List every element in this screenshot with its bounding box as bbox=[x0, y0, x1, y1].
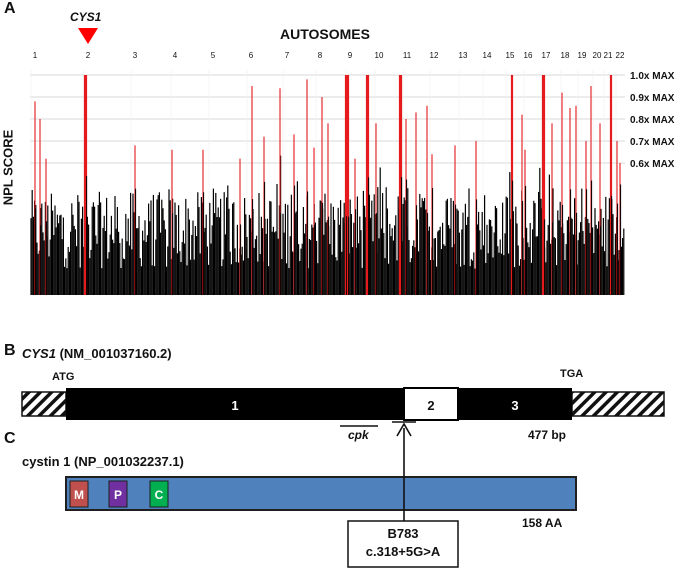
gene-accession: (NM_001037160.2) bbox=[59, 346, 172, 361]
utr-3-prime bbox=[571, 391, 665, 417]
stop-codon: TGA bbox=[560, 368, 584, 380]
arrow-head bbox=[396, 422, 412, 437]
chromosome-tick: 2 bbox=[86, 51, 91, 60]
gene-header: CYS1 (NM_001037160.2) bbox=[22, 346, 172, 361]
transcript-length: 477 bp bbox=[528, 428, 567, 442]
variant-notation: c.318+5G>A bbox=[365, 544, 441, 559]
panel-b-letter: B bbox=[4, 342, 16, 359]
protein-model: M P C bbox=[65, 422, 577, 568]
protein-header: cystin 1 (NP_001032237.1) bbox=[22, 454, 184, 469]
threshold-labels: 1.0x MAX 0.9x MAX 0.8x MAX 0.7x MAX 0.6x MAX bbox=[630, 71, 675, 170]
exon-1-label: 1 bbox=[231, 398, 238, 413]
chromosome-tick: 8 bbox=[318, 51, 323, 60]
chromosome-tick: 7 bbox=[285, 51, 290, 60]
chromosome-tick: 4 bbox=[173, 51, 178, 60]
chromosome-tick: 22 bbox=[616, 51, 625, 60]
threshold-label: 1.0x MAX bbox=[630, 71, 675, 82]
domain-m bbox=[69, 480, 89, 508]
chromosome-tick: 21 bbox=[604, 51, 613, 60]
chromosome-tick: 11 bbox=[403, 51, 412, 60]
chromosome-tick: 12 bbox=[430, 51, 439, 60]
chromosome-tick: 9 bbox=[348, 51, 353, 60]
exon-1 bbox=[66, 388, 404, 420]
chromosome-tick: 18 bbox=[561, 51, 570, 60]
cpk-label: cpk bbox=[348, 428, 369, 442]
panel-c-letter: C bbox=[4, 430, 16, 447]
exon-2 bbox=[403, 387, 459, 421]
variant-box bbox=[347, 520, 459, 568]
chromosome-tick: 13 bbox=[459, 51, 468, 60]
chromosome-tick: 5 bbox=[211, 51, 216, 60]
chromosome-tick: 3 bbox=[133, 51, 138, 60]
panel-a-letter: A bbox=[4, 0, 16, 17]
chromosome-tick: 19 bbox=[578, 51, 587, 60]
gene-model bbox=[21, 387, 665, 427]
chromosome-tick: 15 bbox=[506, 51, 515, 60]
gene-marker-label: CYS1 bbox=[70, 10, 102, 24]
chromosome-tick: 17 bbox=[542, 51, 551, 60]
exon-2-label: 2 bbox=[427, 398, 434, 413]
threshold-label: 0.9x MAX bbox=[630, 93, 675, 104]
protein-backbone bbox=[65, 476, 577, 511]
chromosome-tick: 1 bbox=[33, 51, 38, 60]
domain-c bbox=[149, 480, 169, 508]
exon-3 bbox=[458, 388, 572, 420]
start-codon: ATG bbox=[52, 371, 75, 383]
chromosome-tick: 10 bbox=[375, 51, 384, 60]
threshold-label: 0.8x MAX bbox=[630, 115, 675, 126]
chromosome-tick-labels: 1 2 3 4 5 6 7 8 9 10 11 12 13 14 15 16 17 18 19 20 21 22 bbox=[33, 51, 625, 60]
exon-3-label: 3 bbox=[511, 398, 518, 413]
protein-length: 158 AA bbox=[522, 516, 563, 530]
threshold-label: 0.7x MAX bbox=[630, 137, 675, 148]
chromosome-tick: 20 bbox=[593, 51, 602, 60]
domain-p bbox=[108, 480, 128, 508]
gene-name: CYS1 bbox=[22, 346, 56, 361]
utr-5-prime bbox=[21, 391, 67, 417]
variant-id: B783 bbox=[387, 526, 419, 541]
threshold-label: 0.6x MAX bbox=[630, 159, 675, 170]
domain-p-label: P bbox=[114, 488, 122, 502]
npl-bars bbox=[30, 75, 625, 295]
chromosome-tick: 16 bbox=[524, 51, 533, 60]
domain-m-label: M bbox=[74, 488, 84, 502]
chart-title: AUTOSOMES bbox=[280, 26, 370, 42]
chromosome-tick: 6 bbox=[249, 51, 254, 60]
cys1-marker-triangle bbox=[78, 28, 98, 44]
chromosome-tick: 14 bbox=[483, 51, 492, 60]
domain-c-label: C bbox=[155, 488, 164, 502]
